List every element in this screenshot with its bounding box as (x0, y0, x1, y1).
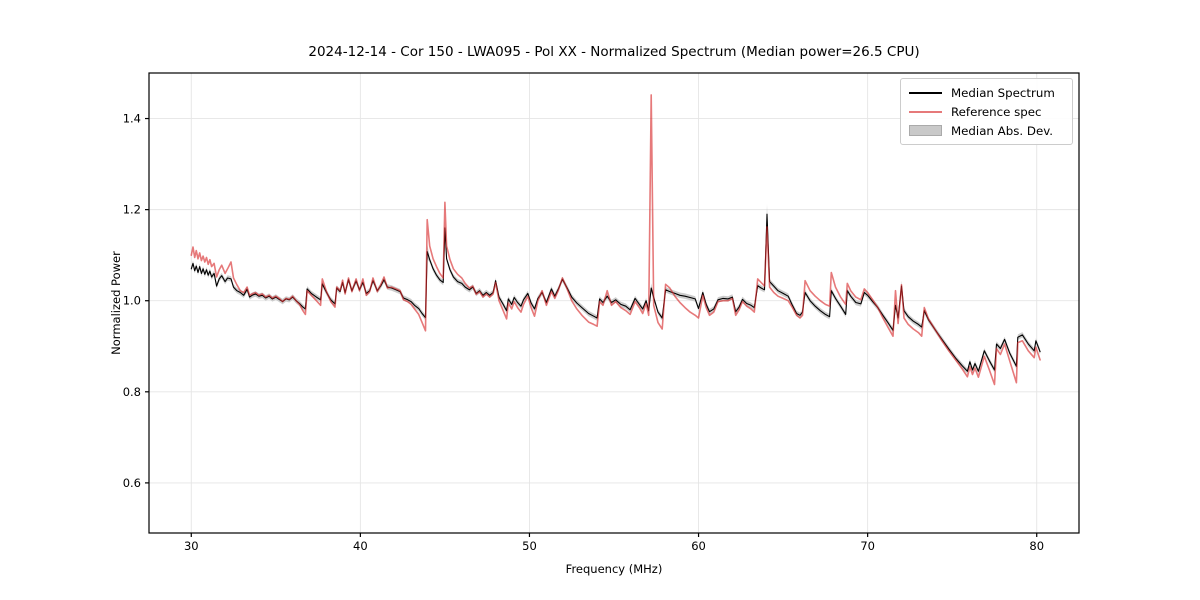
legend-item-reference-spec: Reference spec (909, 103, 1064, 121)
legend-line-reference-icon (909, 110, 942, 113)
mad-band (191, 204, 1041, 374)
axes-frame (148, 72, 1080, 534)
legend-item-mad: Median Abs. Dev. (909, 122, 1064, 140)
y-tick-label: 1.2 (123, 203, 141, 217)
x-tick-label: 80 (1029, 539, 1044, 553)
y-tick-label: 0.6 (123, 476, 141, 490)
legend-line-median-icon (909, 91, 942, 94)
x-tick-label: 40 (353, 539, 368, 553)
x-tick-label: 70 (860, 539, 875, 553)
y-axis-label: Normalized Power (109, 251, 123, 355)
y-tick-label: 1.0 (123, 294, 141, 308)
legend-patch-mad-icon (909, 125, 942, 136)
y-tick-label: 0.8 (123, 385, 141, 399)
legend: Median Spectrum Reference spec Median Ab… (900, 78, 1073, 145)
legend-label-mad: Median Abs. Dev. (951, 123, 1054, 138)
series-line-1 (190, 94, 1041, 386)
y-tick-label: 1.4 (123, 112, 141, 126)
x-tick-label: 50 (522, 539, 537, 553)
x-tick-label: 30 (184, 539, 199, 553)
x-tick-label: 60 (691, 539, 706, 553)
x-axis-label: Frequency (MHz) (565, 562, 663, 576)
legend-label-reference: Reference spec (951, 104, 1042, 119)
series-line-0 (190, 213, 1041, 372)
legend-item-median-spectrum: Median Spectrum (909, 84, 1064, 102)
chart-title: 2024-12-14 - Cor 150 - LWA095 - Pol XX -… (308, 44, 920, 60)
legend-label-median: Median Spectrum (951, 85, 1055, 100)
